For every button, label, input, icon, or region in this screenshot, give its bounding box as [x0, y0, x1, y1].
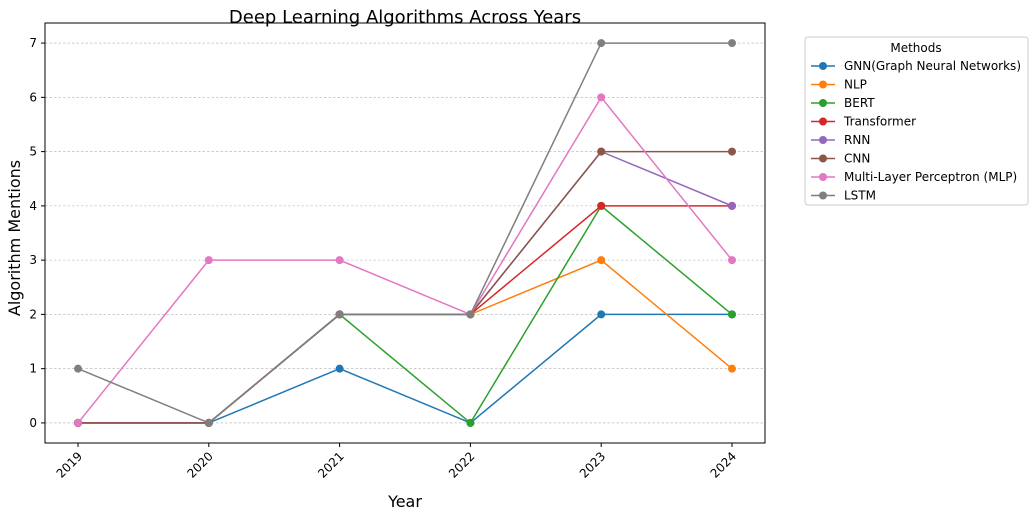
y-tick-label: 4: [29, 199, 37, 213]
legend-box: [804, 36, 1029, 206]
legend-item: GNN(Graph Neural Networks): [811, 59, 1021, 73]
legend-item: RNN: [811, 133, 870, 147]
data-point: [728, 201, 736, 210]
data-point: [335, 364, 344, 373]
y-tick-label: 7: [29, 36, 37, 50]
legend-label: NLP: [844, 78, 867, 92]
legend-item: CNN: [811, 152, 870, 166]
y-tick-label: 5: [29, 145, 37, 159]
legend-title: Methods: [890, 41, 941, 55]
data-point: [728, 147, 736, 156]
legend-label: CNN: [844, 152, 870, 166]
data-point: [728, 39, 736, 48]
data-point: [597, 310, 606, 319]
legend-swatch-marker: [819, 173, 827, 181]
legend-item: NLP: [811, 78, 867, 92]
y-tick-label: 0: [29, 416, 37, 430]
legend-label: GNN(Graph Neural Networks): [844, 59, 1021, 73]
legend-label: RNN: [844, 133, 870, 147]
legend-swatch-marker: [819, 117, 827, 126]
chart-title: Deep Learning Algorithms Across Years: [229, 7, 581, 28]
data-point: [335, 310, 344, 319]
legend-swatch-marker: [819, 62, 827, 70]
legend-swatch-marker: [819, 99, 827, 107]
legend-swatch-marker: [819, 136, 827, 144]
data-point: [204, 256, 213, 265]
data-point: [74, 418, 82, 427]
data-point: [597, 39, 606, 48]
data-point: [466, 310, 475, 319]
legend-item: Transformer: [811, 115, 916, 129]
plot-frame: [44, 22, 766, 444]
series-layer: [74, 39, 736, 427]
y-tick-label: 2: [29, 307, 37, 321]
data-point: [597, 201, 606, 210]
y-axis: 0 1 2 3 4 5 6 7: [29, 36, 45, 430]
data-point: [597, 147, 606, 156]
legend-swatch-marker: [819, 80, 827, 89]
legend-item: BERT: [811, 96, 875, 110]
legend-item: LSTM: [811, 189, 876, 203]
legend-label: BERT: [844, 96, 875, 110]
y-tick-label: 6: [29, 90, 37, 104]
x-axis-label: Year: [387, 492, 422, 510]
data-point: [466, 418, 475, 427]
legend-swatch-marker: [819, 191, 827, 200]
legend-swatch-marker: [819, 154, 827, 163]
legend-label: Multi-Layer Perceptron (MLP): [844, 170, 1017, 184]
legend: Methods GNN(Graph Neural Networks) NLP BER…: [804, 36, 1029, 206]
series-7: [74, 39, 736, 427]
data-point: [597, 256, 606, 265]
series-line: [77, 42, 732, 424]
data-point: [335, 256, 344, 265]
legend-label: Transformer: [843, 115, 916, 129]
data-point: [728, 310, 736, 319]
data-point: [728, 256, 736, 265]
legend-items: GNN(Graph Neural Networks) NLP BERT Transfo…: [811, 59, 1021, 203]
y-tick-label: 3: [29, 253, 37, 267]
series-6: [74, 93, 736, 427]
data-point: [74, 364, 82, 373]
legend-label: LSTM: [844, 189, 876, 203]
data-point: [728, 364, 736, 373]
data-point: [597, 93, 606, 102]
y-tick-label: 1: [29, 362, 37, 376]
legend-item: Multi-Layer Perceptron (MLP): [811, 170, 1017, 184]
series-line: [77, 96, 733, 424]
data-point: [204, 418, 213, 427]
y-axis-label: Algorithm Mentions: [5, 160, 24, 316]
